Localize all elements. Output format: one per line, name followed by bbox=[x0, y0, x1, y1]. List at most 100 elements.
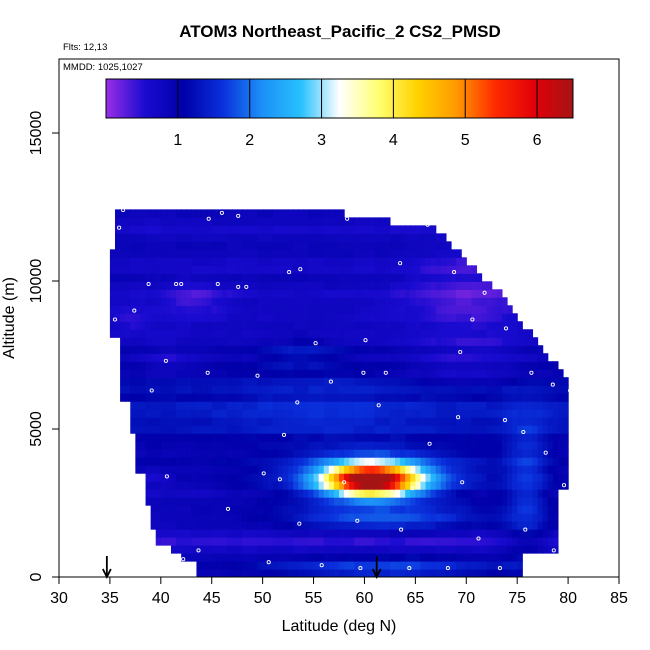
field-cell bbox=[191, 225, 198, 234]
field-cell bbox=[298, 409, 304, 418]
field-cell bbox=[155, 257, 162, 266]
field-cell bbox=[395, 441, 401, 450]
field-cell bbox=[323, 457, 330, 466]
sample-point bbox=[399, 527, 404, 532]
field-cell bbox=[374, 273, 381, 282]
field-cell bbox=[339, 209, 345, 218]
field-cell bbox=[364, 441, 371, 450]
field-cell bbox=[456, 457, 462, 466]
field-cell bbox=[115, 241, 121, 250]
field-cell bbox=[206, 417, 213, 426]
field-cell bbox=[451, 313, 457, 322]
field-cell bbox=[400, 233, 406, 242]
field-cell bbox=[135, 257, 142, 266]
field-cell bbox=[466, 497, 472, 506]
field-cell bbox=[537, 385, 544, 394]
field-cell bbox=[364, 297, 371, 306]
field-cell bbox=[527, 425, 534, 434]
field-cell bbox=[415, 505, 422, 514]
field-cell bbox=[486, 297, 493, 306]
field-cell bbox=[461, 265, 467, 274]
field-cell bbox=[430, 513, 437, 522]
field-cell bbox=[262, 457, 269, 466]
field-cell bbox=[415, 385, 422, 394]
field-cell bbox=[283, 241, 289, 250]
field-cell bbox=[349, 249, 355, 258]
field-cell bbox=[481, 297, 488, 306]
field-cell bbox=[369, 321, 376, 330]
field-cell bbox=[440, 561, 447, 570]
field-cell bbox=[120, 369, 126, 378]
field-cell bbox=[547, 473, 554, 482]
field-cell bbox=[130, 393, 136, 402]
field-cell bbox=[277, 465, 284, 474]
field-cell bbox=[451, 521, 457, 530]
field-cell bbox=[150, 241, 157, 250]
field-cell bbox=[186, 305, 192, 314]
field-cell bbox=[165, 449, 172, 458]
field-cell bbox=[160, 425, 167, 434]
field-cell bbox=[323, 361, 330, 370]
sample-point bbox=[146, 281, 151, 287]
field-cell bbox=[308, 233, 315, 242]
field-cell bbox=[471, 457, 478, 466]
field-cell bbox=[410, 433, 416, 442]
field-cell bbox=[155, 433, 162, 442]
field-cell bbox=[201, 369, 208, 378]
field-cell bbox=[374, 257, 381, 266]
field-cell bbox=[405, 385, 411, 394]
field-cell bbox=[486, 337, 493, 346]
field-cell bbox=[481, 289, 488, 298]
field-cell bbox=[216, 497, 223, 506]
field-cell bbox=[313, 449, 320, 458]
field-cell bbox=[237, 217, 243, 226]
field-cell bbox=[298, 257, 304, 266]
field-cell bbox=[395, 529, 401, 538]
field-cell bbox=[160, 409, 167, 418]
field-cell bbox=[171, 241, 177, 250]
field-cell bbox=[456, 273, 462, 282]
field-cell bbox=[384, 265, 391, 274]
field-cell bbox=[237, 505, 243, 514]
field-cell bbox=[201, 305, 208, 314]
field-cell bbox=[364, 233, 371, 242]
field-cell bbox=[318, 377, 325, 386]
field-cell bbox=[160, 249, 167, 258]
field-cell bbox=[445, 529, 452, 538]
field-cell bbox=[522, 353, 528, 362]
field-cell bbox=[501, 441, 508, 450]
field-cell bbox=[140, 305, 147, 314]
field-cell bbox=[186, 545, 192, 554]
field-cell bbox=[359, 473, 366, 482]
field-cell bbox=[171, 289, 177, 298]
field-cell bbox=[349, 329, 355, 338]
field-cell bbox=[420, 281, 427, 290]
field-cell bbox=[181, 465, 187, 474]
field-cell bbox=[517, 545, 523, 554]
field-cell bbox=[277, 473, 284, 482]
sample-point bbox=[476, 536, 481, 541]
field-cell bbox=[191, 481, 198, 490]
field-cell bbox=[451, 257, 457, 266]
field-cell bbox=[211, 505, 218, 514]
field-cell bbox=[237, 249, 243, 258]
field-cell bbox=[389, 313, 396, 322]
field-cell bbox=[237, 521, 243, 530]
field-cell bbox=[186, 281, 192, 290]
field-cell bbox=[267, 417, 274, 426]
field-cell bbox=[221, 225, 228, 234]
field-cell bbox=[445, 337, 452, 346]
field-cell bbox=[481, 313, 488, 322]
field-cell bbox=[283, 545, 289, 554]
field-cell bbox=[262, 481, 269, 490]
field-cell bbox=[435, 329, 442, 338]
field-cell bbox=[262, 417, 269, 426]
field-cell bbox=[507, 553, 513, 562]
field-cell bbox=[318, 289, 325, 298]
x-tick-label: 80 bbox=[559, 590, 577, 607]
field-cell bbox=[221, 425, 228, 434]
field-cell bbox=[389, 409, 396, 418]
field-cell bbox=[339, 529, 345, 538]
field-cell bbox=[318, 369, 325, 378]
field-cell bbox=[328, 305, 335, 314]
